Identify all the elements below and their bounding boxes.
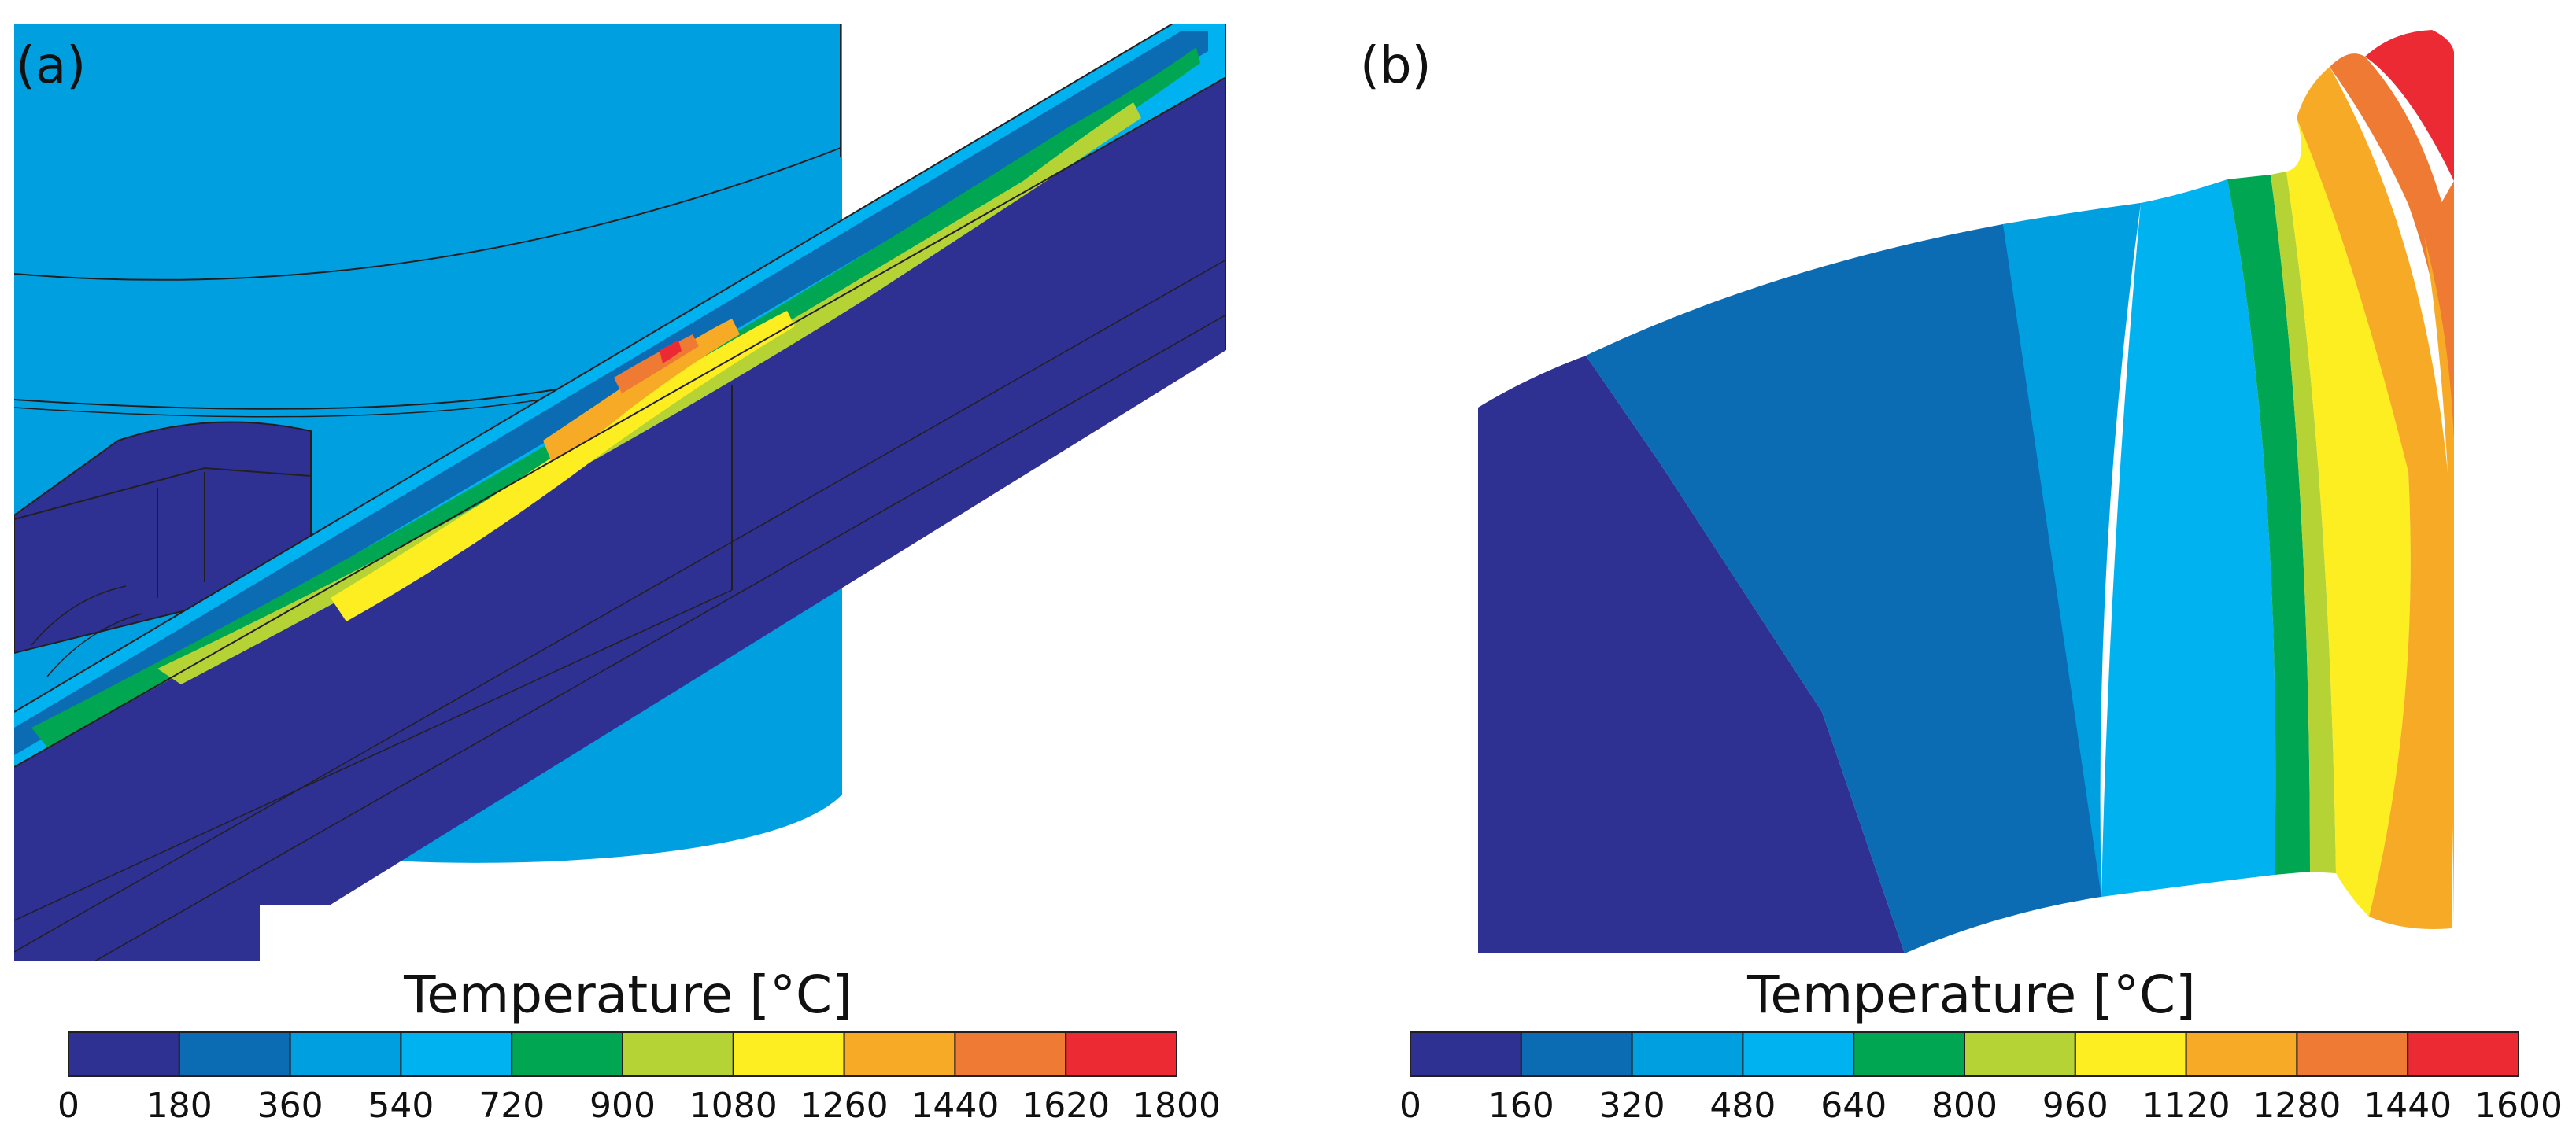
colorbar-b-swatch	[1742, 1031, 1855, 1077]
colorbar-b-tick-label: 1280	[2253, 1086, 2341, 1126]
colorbar-a-tick-label: 360	[257, 1086, 323, 1126]
plate-body	[14, 77, 1226, 961]
colorbar-a: 0 180 360 540 720 900 1080 1260 1440 1620 1800	[57, 1031, 1221, 1126]
colorbar-a-swatch	[178, 1031, 291, 1077]
colorbar-a-tick-label: 0	[57, 1086, 79, 1126]
section-zone-480	[2101, 179, 2276, 897]
colorbar-b-swatch	[1631, 1031, 1744, 1077]
section-zone-960	[2286, 118, 2411, 917]
colorbar-b-tick-label: 960	[2042, 1086, 2108, 1126]
colorbar-b-swatch	[2185, 1031, 2298, 1077]
plate-edge	[94, 314, 1226, 961]
section-zone-640	[2227, 175, 2310, 875]
colorbar-a-title: Temperature [°C]	[403, 964, 852, 1025]
colorbar-a-tick-label: 540	[368, 1086, 434, 1126]
thermal-band-1080	[157, 102, 1141, 684]
plate-edge	[14, 76, 1226, 768]
colorbar-a-swatch	[400, 1031, 513, 1077]
cylinder-rim-line	[14, 147, 841, 281]
colorbar-a-tick-label: 900	[589, 1086, 656, 1126]
colorbar-b-tick-label: 480	[1709, 1086, 1776, 1126]
colorbar-a-tick-label: 1260	[800, 1086, 889, 1126]
section-zone-160	[1586, 224, 2101, 953]
panel-b-label: (b)	[1360, 37, 1432, 95]
colorbar-b-tick-label: 640	[1820, 1086, 1887, 1126]
colorbar-a-tick-label: 1440	[911, 1086, 999, 1126]
colorbar-a-swatch	[622, 1031, 734, 1077]
colorbar-b-swatch	[1964, 1031, 2076, 1077]
plate-edge	[14, 259, 1226, 953]
colorbar-b-swatch	[1410, 1031, 1522, 1077]
plate-edge	[14, 24, 1173, 713]
section-zone-800	[2271, 172, 2336, 873]
colorbar-b: 0 160 320 480 640 800 960 1120 1280 1440 1600	[1399, 1031, 2563, 1126]
colorbar-a-tick-label: 180	[146, 1086, 213, 1126]
section-zone-1280	[2424, 181, 2454, 441]
colorbar-b-tick-label: 0	[1399, 1086, 1421, 1126]
thermal-hotspot-1800	[660, 340, 682, 363]
colorbar-b-swatch	[2074, 1031, 2187, 1077]
colorbar-b-swatch	[1853, 1031, 1965, 1077]
thermal-band-1440	[543, 319, 740, 460]
panel-a-label: (a)	[16, 37, 86, 95]
colorbar-a-swatch	[732, 1031, 845, 1077]
thermal-band-900	[31, 47, 1200, 747]
colorbar-b-tick-label: 1440	[2363, 1086, 2452, 1126]
section-zone-1120	[2424, 236, 2454, 928]
cylinder-rim-line	[14, 381, 599, 410]
panel-a-model	[14, 24, 1226, 961]
section-zone-480	[2003, 203, 2141, 897]
panel-b-cross-section	[1478, 30, 2454, 953]
section-zone-1120	[2297, 67, 2453, 929]
thermal-band-720	[14, 31, 1208, 755]
colorbar-a-swatch	[511, 1031, 624, 1077]
section-zone-1440	[2365, 30, 2454, 181]
colorbar-b-tick-label: 160	[1488, 1086, 1554, 1126]
colorbar-a-swatch	[1065, 1031, 1177, 1077]
section-zone-1280	[2330, 53, 2454, 441]
colorbar-b-tick-label: 1120	[2142, 1086, 2230, 1126]
colorbar-b-tick-label: 1600	[2474, 1086, 2563, 1126]
plate-edge	[14, 589, 733, 921]
colorbar-b-tick-label: 320	[1599, 1086, 1665, 1126]
colorbar-a-swatch	[68, 1031, 180, 1077]
section-zone-0	[1478, 356, 1905, 953]
colorbar-b-swatch	[2296, 1031, 2409, 1077]
colorbar-a-swatch	[289, 1031, 402, 1077]
colorbar-a-tick-label: 1800	[1133, 1086, 1221, 1126]
colorbar-b-swatch	[1520, 1031, 1633, 1077]
colorbar-a-tick-label: 1080	[689, 1086, 778, 1126]
colorbar-a-tick-label: 1620	[1022, 1086, 1110, 1126]
colorbar-b-title: Temperature [°C]	[1746, 964, 2196, 1025]
cylinder-rim-line	[14, 389, 599, 418]
colorbar-a-swatch	[843, 1031, 956, 1077]
colorbar-a-swatch	[954, 1031, 1067, 1077]
colorbar-b-swatch	[2407, 1031, 2519, 1077]
colorbar-b-tick-label: 800	[1931, 1086, 1998, 1126]
colorbar-a-tick-label: 720	[479, 1086, 545, 1126]
plate-notch	[260, 905, 315, 961]
